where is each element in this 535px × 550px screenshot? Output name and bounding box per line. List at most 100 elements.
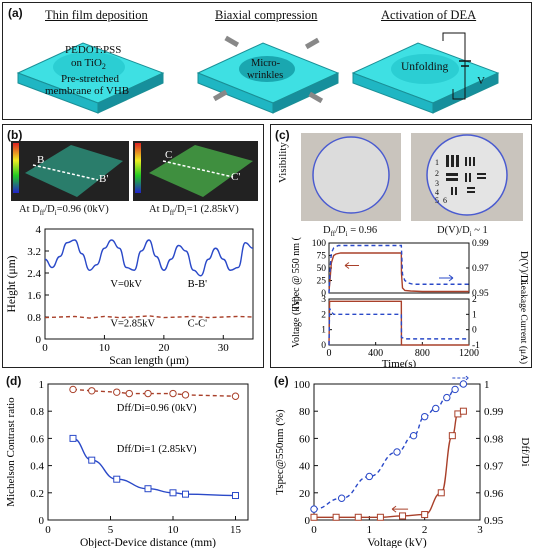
height-profile-chart: 0 0.8 1.6 2.4 3.2 4 0 10 20 30 Scan length (μm) Hei… bbox=[6, 224, 254, 367]
x-tick-label: 20 bbox=[158, 342, 170, 354]
title-biaxial: Biaxial compression bbox=[215, 8, 318, 22]
y-tick-label: 50 bbox=[317, 264, 327, 274]
x-tick-label: 3 bbox=[477, 524, 483, 536]
y-tick-label: 1 bbox=[321, 326, 326, 336]
tspec-line bbox=[328, 252, 469, 293]
panel-e: (e) 0 20 40 60 80 100 0.95 0.96 0.97 0.98 0.99 1 0 1 2… bbox=[270, 372, 532, 548]
panel-a-label: (a) bbox=[8, 6, 23, 20]
afm2-marker-c2: C' bbox=[231, 171, 241, 183]
voltage-sweep-chart: 0 20 40 60 80 100 0.95 0.96 0.97 0.98 0.99 1 0 1 2 3 Vol… bbox=[274, 374, 531, 548]
chart-num-5: 5 bbox=[435, 196, 439, 205]
y-tick-label: 1 bbox=[39, 379, 45, 391]
afm2-caption: At Dff/Di=1 (2.85kV) bbox=[149, 204, 239, 218]
panel-b-label: (b) bbox=[7, 128, 23, 142]
afm-images bbox=[11, 141, 258, 201]
y2-axis-label: Dff/Di bbox=[519, 437, 531, 466]
y-tick-label: 0.8 bbox=[27, 312, 41, 324]
tspec-point bbox=[354, 513, 362, 521]
voltage-symbol: V bbox=[477, 75, 485, 87]
series-point bbox=[125, 389, 133, 398]
series-point bbox=[144, 485, 152, 493]
y-axis-label: Tspec@550nm (%) bbox=[274, 409, 286, 495]
y-axis-label: Height (μm) bbox=[6, 255, 18, 312]
tspec-line bbox=[314, 410, 464, 518]
y-tick-label: 0 bbox=[321, 289, 326, 299]
plot-frame-bottom bbox=[328, 298, 470, 346]
annotation-285kv: V=2.85kV bbox=[110, 319, 155, 330]
x-tick-label: 0 bbox=[45, 524, 51, 536]
y-tick-label: 0 bbox=[305, 515, 311, 527]
panel-b: (b) B B' C C' At Dff/Di=0.96 (0kV) At Df… bbox=[2, 124, 264, 368]
y-tick-label: 4 bbox=[36, 224, 42, 236]
series-point bbox=[113, 388, 121, 396]
y-tick-label: 0 bbox=[39, 515, 45, 527]
y-tick-label: 1.6 bbox=[27, 290, 41, 302]
y2-tick-label: 0.98 bbox=[484, 433, 504, 445]
y2-tick-label: 0 bbox=[472, 326, 477, 336]
series-line bbox=[72, 388, 236, 397]
pedot-label-2: on TiO2 bbox=[71, 57, 106, 72]
y2-tick-label: 2 bbox=[472, 295, 477, 305]
plot-frame bbox=[313, 383, 481, 521]
panel-c: (c) Visibility 1 2 3 4 5 6 Dff/Di = 0.96… bbox=[270, 124, 532, 368]
tspec-point bbox=[376, 513, 384, 521]
y-axis-label: Michelson Contrast ratio bbox=[5, 397, 17, 507]
x-axis-label: Scan length (μm) bbox=[109, 355, 189, 367]
micro-label-2: wrinkles bbox=[247, 70, 284, 81]
chart-num-6: 6 bbox=[443, 196, 447, 205]
plot-frame bbox=[44, 228, 254, 340]
y2-tick-label: 0.99 bbox=[472, 239, 489, 249]
panel-e-label: (e) bbox=[274, 374, 289, 388]
dratio-point bbox=[365, 472, 374, 481]
arrow-left-icon bbox=[344, 262, 359, 269]
x-axis-label: Voltage (kV) bbox=[367, 537, 427, 548]
y2-tick-label: 0.97 bbox=[484, 461, 504, 473]
x-tick-label: 30 bbox=[218, 342, 230, 354]
dratio-line bbox=[313, 383, 464, 510]
y2-tick-label: 1 bbox=[472, 310, 477, 320]
plot-frame bbox=[47, 383, 249, 521]
series-point bbox=[231, 392, 240, 400]
tspec-point bbox=[421, 511, 429, 519]
series-label-285kv: Dff/Di=1 (2.85kV) bbox=[117, 444, 197, 455]
x-tick-label: 15 bbox=[230, 524, 242, 536]
y2-tick-label: -1 bbox=[472, 341, 480, 351]
y-tick-label: 0 bbox=[321, 341, 326, 351]
x-tick-label: 5 bbox=[108, 524, 114, 536]
series-point bbox=[182, 490, 189, 498]
dratio-point bbox=[451, 385, 459, 394]
leakage-line bbox=[328, 307, 469, 346]
dratio-point bbox=[393, 448, 401, 456]
slab-3 bbox=[351, 32, 500, 114]
y-tick-label: 0 bbox=[36, 334, 42, 346]
series-point bbox=[181, 391, 190, 399]
y-tick-label: 0.6 bbox=[30, 433, 44, 445]
y-tick-label: 3.2 bbox=[27, 246, 41, 258]
chart-num-2: 2 bbox=[435, 169, 439, 178]
y2-tick-label: 0.96 bbox=[484, 488, 504, 500]
series-0kv-line bbox=[44, 239, 254, 277]
y-tick-label: 75 bbox=[317, 252, 327, 262]
membrane-label-1: Pre-stretched bbox=[61, 73, 120, 85]
x-tick-label: 0 bbox=[311, 524, 317, 536]
afm1-marker-b2: B' bbox=[99, 173, 109, 185]
arrow-right-icon bbox=[439, 274, 454, 282]
schematic-svg bbox=[16, 32, 500, 114]
panel-a: (a) Thin film deposition Biaxial compres… bbox=[2, 2, 532, 120]
panel-d: (d) 0 0.2 0.4 0.6 0.8 1 0 5 10 15 Object-Device di… bbox=[2, 372, 264, 548]
chart-num-4: 4 bbox=[435, 188, 439, 197]
series-point bbox=[69, 385, 77, 394]
condition-1: Dff/Di = 0.96 bbox=[323, 225, 378, 239]
dratio-point bbox=[432, 404, 440, 413]
y-tick-label: 100 bbox=[294, 379, 311, 391]
x-tick-label: 800 bbox=[415, 348, 430, 359]
arrow-right-icon bbox=[452, 374, 469, 382]
series-point bbox=[232, 492, 239, 500]
arrow-left-icon bbox=[391, 505, 409, 513]
x-tick-label: 10 bbox=[168, 524, 180, 536]
annotation-cc: C-C' bbox=[188, 319, 208, 330]
voltage-line bbox=[328, 300, 469, 346]
unfolding-label: Unfolding bbox=[401, 61, 449, 73]
y-axis-label-bottom: Voltage (kV) bbox=[291, 296, 302, 348]
